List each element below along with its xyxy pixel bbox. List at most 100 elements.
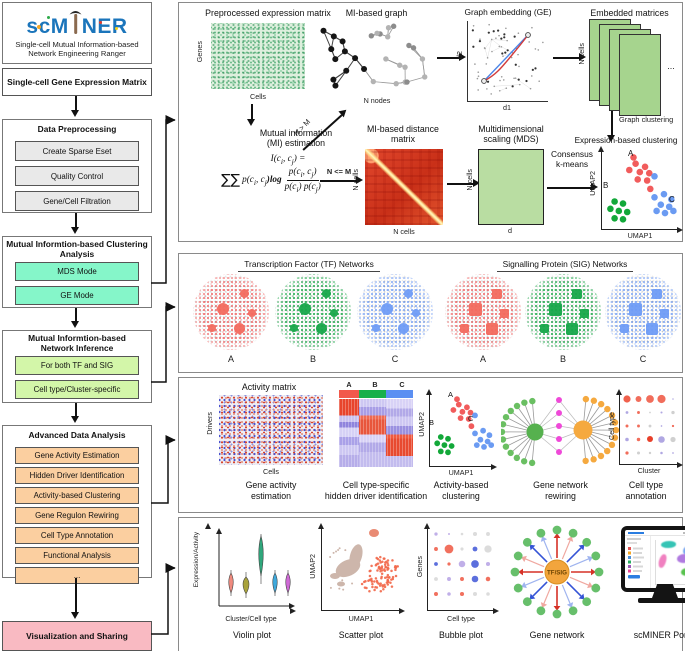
ge-plot: [467, 21, 548, 102]
p3-label-b: B: [429, 418, 435, 427]
mds-matrix: [478, 149, 544, 225]
step-regulon-rewiring: Gene Regulon Rewiring: [15, 507, 139, 524]
preprocessing-title: Data Preprocessing: [37, 124, 117, 134]
formula-lhs: I(ci, cj) =: [270, 153, 306, 166]
mi-estimation-label: Mutual information (MI) estimation: [259, 128, 333, 149]
flow-arrow-down: [71, 308, 79, 328]
scatter-ylabel: UMAP2: [308, 554, 317, 579]
sig-network-c: [604, 273, 682, 351]
sig-label-a: A: [479, 354, 486, 364]
rewiring-caption: Gene network rewiring: [533, 480, 588, 501]
step-functional-analysis: Functional Analysis: [15, 547, 139, 564]
driver-heatmap: [339, 399, 413, 467]
logo: scM NER: [3, 7, 151, 37]
driver-col-c: C: [399, 380, 405, 389]
arrow-ge-to-embedded: [553, 53, 586, 61]
step-cell-type-annotation: Cell Type Annotation: [15, 527, 139, 544]
logo-text-left: scM: [26, 15, 69, 38]
hidden-driver-caption: Cell type-specific hidden driver identif…: [324, 480, 428, 501]
embedded-ylabel: N cells: [577, 43, 586, 65]
logo-dot-yellow: [115, 27, 119, 31]
tf-network-c: [356, 273, 434, 351]
kmeans-label: Consensus k-means: [551, 149, 593, 169]
logo-subtitle: Single-cell Mutual Information-based Net…: [15, 40, 139, 59]
embedded-card: [619, 34, 661, 116]
gene-activity-caption: Gene activity estimation: [245, 480, 297, 501]
formula-body: ∑∑ p(ci, cj)log p(ci, cj) p(ci) p(cj): [221, 165, 321, 194]
arrow-kmeans: [547, 183, 598, 191]
portal-monitor: [621, 526, 685, 592]
dist-matrix-xlabel: N cells: [393, 227, 415, 236]
gene-network: TF/SIG: [510, 525, 604, 619]
result-plot-title: Expression-based clustering: [574, 136, 678, 145]
n-le-m-label: N <= M: [326, 167, 352, 176]
monitor-base: [638, 598, 685, 603]
annotation-xlabel: Cluster: [637, 466, 661, 475]
flow-arrow-down: [71, 96, 79, 117]
gene-network-caption: Gene network: [529, 630, 585, 640]
portal-cluster-blue: [683, 544, 685, 557]
header-a: [339, 390, 359, 398]
portal-cluster-teal: [661, 541, 676, 548]
scatter-plot: [318, 523, 405, 614]
step-gene-cell-filtration: Gene/Cell Filtration: [15, 191, 139, 211]
ge-title: Graph embedding (GE): [464, 7, 552, 17]
graph-clustering-label: Graph clustering: [619, 115, 674, 124]
flow-arrow-down: [71, 578, 79, 619]
sig-networks-title: Signalling Protein (SIG) Networks: [475, 259, 655, 272]
arrow-mi-to-dist: [320, 176, 363, 184]
step-ge-mode: GE Mode: [15, 286, 139, 305]
tf-label-a: A: [227, 354, 234, 364]
tf-label-c: C: [391, 354, 399, 364]
rewiring-network: [501, 395, 619, 467]
input-matrix-box: Single-cell Gene Expression Matrix: [2, 68, 152, 96]
arrow-graph-to-ge: [437, 53, 466, 61]
annotation-plot: [616, 389, 683, 468]
ge-ylabel: d2: [455, 51, 464, 59]
cluster-label-a: A: [628, 149, 634, 158]
panel-mi-clustering: Preprocessed expression matrix Genes Cel…: [178, 2, 683, 242]
dist-matrix-ylabel: N cells: [351, 169, 360, 191]
portal-cluster-purple: [677, 554, 685, 563]
activity-matrix-title: Activity matrix: [241, 382, 297, 392]
mds-xlabel: d: [508, 226, 512, 235]
header-c: [386, 390, 413, 398]
panel-visualization: Expression/Activity Cluster/Cell type Vi…: [178, 517, 685, 651]
step-mds-mode: MDS Mode: [15, 262, 139, 281]
logo-box: scM NER Single-cell Mutual Information-b…: [2, 2, 152, 64]
violin-ylabel: Expression/Activity: [193, 532, 200, 588]
p3-label-c: C: [468, 414, 474, 423]
expression-clustering-plot: A B C: [598, 146, 683, 233]
tf-network-a: [192, 273, 270, 351]
flow-arrow-down: [71, 403, 79, 423]
cluster-label-c: C: [669, 195, 675, 204]
mi-graph-title: MI-based graph: [345, 8, 408, 18]
header-b: [359, 390, 386, 398]
embedded-ellipsis: ...: [667, 61, 675, 71]
embedded-stack: [589, 19, 669, 117]
p3-umap-xlabel: UMAP1: [448, 468, 474, 477]
step-quality-control: Quality Control: [15, 166, 139, 186]
portal-caption: scMINER Portal: [633, 630, 685, 640]
embedded-title: Embedded matrices: [590, 8, 669, 18]
sig-label-b: B: [559, 354, 566, 364]
flow-arrow-down: [71, 213, 79, 234]
hub-label: TF/SIG: [547, 570, 567, 577]
pickaxe-icon: [69, 7, 82, 37]
scatter-caption: Scatter plot: [338, 630, 384, 640]
driver-col-a: A: [346, 380, 352, 389]
mi-formula: I(ci, cj) = ∑∑ p(ci, cj)log p(ci, cj) p(…: [187, 153, 355, 194]
mds-ylabel: N cells: [465, 169, 474, 191]
step-more: ...: [15, 567, 139, 584]
panel-networks: Transcription Factor (TF) Networks Signa…: [178, 253, 683, 373]
advanced-title: Advanced Data Analysis: [28, 430, 126, 440]
logo-dot-orange: [37, 25, 41, 29]
violin-xlabel: Cluster/Cell type: [225, 616, 277, 623]
logo-dot-red: [99, 21, 103, 25]
mds-title: Multidimensional scaling (MDS): [478, 124, 544, 145]
p3-label-a: A: [448, 390, 454, 399]
expr-matrix-title: Preprocessed expression matrix: [205, 8, 331, 18]
bubble-plot: [424, 523, 499, 614]
driver-heat-header: [339, 390, 413, 398]
